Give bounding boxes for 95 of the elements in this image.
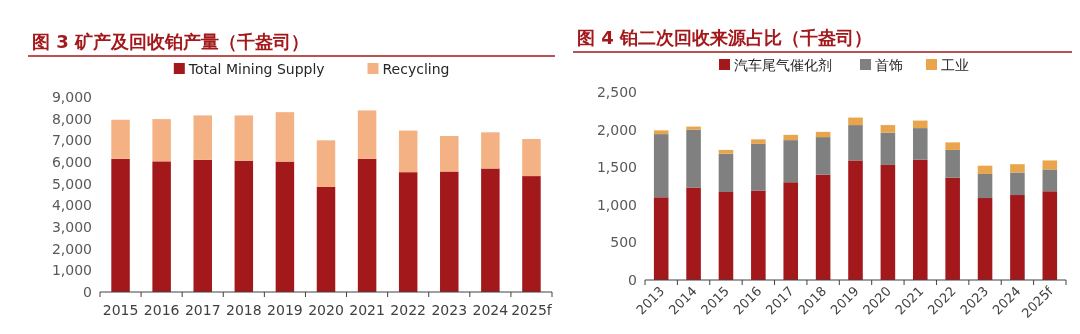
bar [718,149,734,154]
bar [481,132,500,169]
bar [522,139,541,177]
y-tick-label: 1,000 [51,262,92,279]
bar [880,132,896,165]
bar [481,168,500,292]
bar [193,115,212,160]
x-tick-label: 2021 [349,302,385,318]
bar [316,186,336,292]
chart-title: 图 3 矿产及回收铂产量（千盎司） [32,31,310,52]
bar [686,129,701,188]
legend-label: 汽车尾气催化剂 [734,57,832,73]
bar [912,120,928,129]
bar [815,137,831,175]
y-tick-label: 2,000 [51,240,92,257]
bar [316,140,336,187]
bar [152,119,171,162]
x-tick-label: 2020 [308,302,344,318]
bar [440,171,459,292]
x-tick-label: 2016 [143,302,180,318]
bar [848,117,863,126]
y-tick-label: 8,000 [51,110,92,127]
x-tick-label: 2024 [472,302,509,318]
legend-label: Recycling [382,61,450,77]
bar [357,158,377,292]
bar [751,139,766,144]
y-tick-label: 4,000 [51,197,92,214]
y-tick-label: 5,000 [51,175,92,192]
y-tick-label: 500 [610,234,637,251]
bar [718,153,734,193]
bar [718,192,734,280]
bar [357,110,377,159]
y-tick-label: 2,500 [596,84,637,100]
x-tick-label: 2023 [431,302,468,318]
y-tick-label: 2,000 [596,121,637,138]
bar [783,140,799,183]
y-tick-label: 0 [628,272,637,288]
bar [945,177,960,280]
bar [751,190,766,280]
bar [945,149,960,178]
bar [815,131,831,138]
bar [398,172,418,292]
bar [686,187,701,280]
bar [977,165,993,174]
legend-label: 工业 [941,57,969,73]
bar [848,125,863,161]
bar [152,161,171,292]
bar [1042,191,1058,280]
bar [977,173,993,199]
x-tick-label: 2017 [184,302,221,318]
y-tick-label: 0 [83,284,92,300]
bar [945,142,960,150]
bar [398,130,418,173]
bar [1042,160,1058,170]
legend-label: Total Mining Supply [187,61,325,77]
bar [783,182,799,280]
y-tick-label: 3,000 [51,219,92,235]
bar [440,136,459,172]
y-tick-label: 1,500 [596,159,637,176]
y-tick-label: 1,000 [596,196,637,213]
bar [1010,172,1025,196]
bar [912,159,928,280]
bar [977,198,993,280]
y-tick-label: 9,000 [51,89,92,105]
chart-title: 图 4 铂二次回收来源占比（千盎司） [577,27,873,48]
x-tick-label: 2015 [102,302,139,318]
legend-label: 首饰 [875,57,903,73]
bar [193,159,212,292]
x-tick-label: 2019 [267,302,303,318]
bar [686,126,701,130]
bar [275,112,295,162]
bar [1042,169,1058,192]
x-tick-label: 2022 [390,302,426,318]
bar [653,134,669,198]
bar [1010,195,1025,280]
bar [653,197,669,280]
y-tick-label: 6,000 [51,154,92,170]
bar [653,130,669,135]
bar [275,161,295,292]
bar [848,160,863,280]
bar [234,160,254,292]
bar [815,174,831,280]
x-tick-label: 2025f [511,302,553,318]
x-tick-label: 2018 [226,302,262,318]
bar [234,115,254,161]
bar [880,164,896,280]
y-tick-label: 7,000 [51,132,92,149]
bar [783,134,799,141]
bar [111,119,130,159]
bar [880,125,896,133]
bar [751,143,766,191]
bar [912,128,928,160]
bar [522,176,541,292]
bar [111,158,130,292]
bar [1010,164,1025,173]
